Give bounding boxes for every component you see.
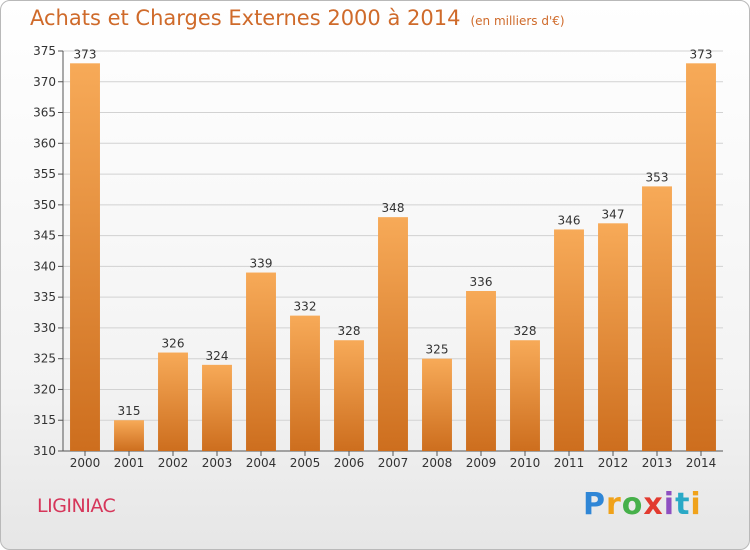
logo-letter: P: [583, 487, 606, 522]
bar: [246, 272, 276, 451]
data-label: 353: [646, 170, 669, 184]
y-tick-label: 325: [33, 352, 56, 366]
x-tick-label: 2002: [158, 456, 189, 470]
bar: [642, 186, 672, 451]
data-label: 326: [162, 337, 185, 351]
x-tick-label: 2011: [554, 456, 585, 470]
x-tick-label: 2008: [422, 456, 453, 470]
y-tick-label: 335: [33, 290, 56, 304]
data-label: 324: [206, 349, 229, 363]
logo-letter: x: [643, 487, 664, 522]
logo-letter: r: [606, 487, 622, 522]
data-labels: 373 315 326 324 339 332 328 348 325 336 328 346 347 3…: [74, 47, 713, 418]
logo-letter: i: [663, 487, 676, 522]
data-label: 347: [602, 207, 625, 221]
bar: [422, 358, 452, 451]
y-tick-label: 345: [33, 229, 56, 243]
data-label: 328: [514, 324, 537, 338]
y-tick-label: 310: [33, 444, 56, 458]
x-tick-label: 2006: [334, 456, 365, 470]
x-tick-label: 2007: [378, 456, 409, 470]
x-tick-label: 2004: [246, 456, 277, 470]
data-label: 339: [250, 257, 273, 271]
y-tick-label: 320: [33, 382, 56, 396]
x-tick-label: 2010: [510, 456, 541, 470]
bars: [70, 63, 716, 452]
data-label: 332: [294, 300, 317, 314]
bar: [466, 291, 496, 451]
bar: [202, 364, 232, 451]
title-text: Achats et Charges Externes 2000 à 2014: [30, 6, 461, 30]
data-label: 325: [426, 343, 449, 357]
bar: [686, 63, 716, 452]
data-label: 373: [690, 47, 713, 61]
y-tick-label: 340: [33, 259, 56, 273]
data-label: 328: [338, 324, 361, 338]
y-tick-label: 360: [33, 136, 56, 150]
data-label: 336: [470, 275, 493, 289]
bar: [114, 420, 144, 451]
x-axis-ticks: 2000 2001 2002 2003 2004 2005 2006 2007 2008 2009…: [70, 451, 717, 470]
bar: [378, 217, 408, 451]
proxiti-logo: Proxiti: [583, 487, 702, 522]
x-tick-label: 2001: [114, 456, 145, 470]
bar: [598, 223, 628, 451]
bar: [158, 352, 188, 451]
data-label: 346: [558, 213, 581, 227]
y-tick-label: 315: [33, 413, 56, 427]
logo-letter: i: [690, 487, 702, 522]
y-tick-label: 370: [33, 75, 56, 89]
bar: [334, 340, 364, 451]
bar: [510, 340, 540, 451]
y-tick-label: 330: [33, 321, 56, 335]
logo-letter: o: [621, 487, 644, 522]
y-tick-label: 355: [33, 167, 56, 181]
x-tick-label: 2005: [290, 456, 321, 470]
x-tick-label: 2013: [642, 456, 673, 470]
y-tick-label: 375: [33, 44, 56, 58]
chart-title: Achats et Charges Externes 2000 à 2014 (e…: [30, 6, 565, 30]
data-label: 373: [74, 47, 97, 61]
logo-letter: t: [675, 487, 691, 522]
commune-name: LIGINIAC: [37, 495, 116, 517]
bar: [554, 229, 584, 451]
title-unit: (en milliers d'€): [470, 14, 565, 28]
data-label: 315: [118, 404, 141, 418]
data-label: 348: [382, 201, 405, 215]
x-tick-label: 2012: [598, 456, 629, 470]
x-tick-label: 2003: [202, 456, 233, 470]
bar: [290, 315, 320, 451]
x-tick-label: 2000: [70, 456, 101, 470]
x-tick-label: 2014: [686, 456, 717, 470]
y-tick-label: 365: [33, 106, 56, 120]
x-tick-label: 2009: [466, 456, 497, 470]
y-tick-label: 350: [33, 198, 56, 212]
bar: [70, 63, 100, 452]
